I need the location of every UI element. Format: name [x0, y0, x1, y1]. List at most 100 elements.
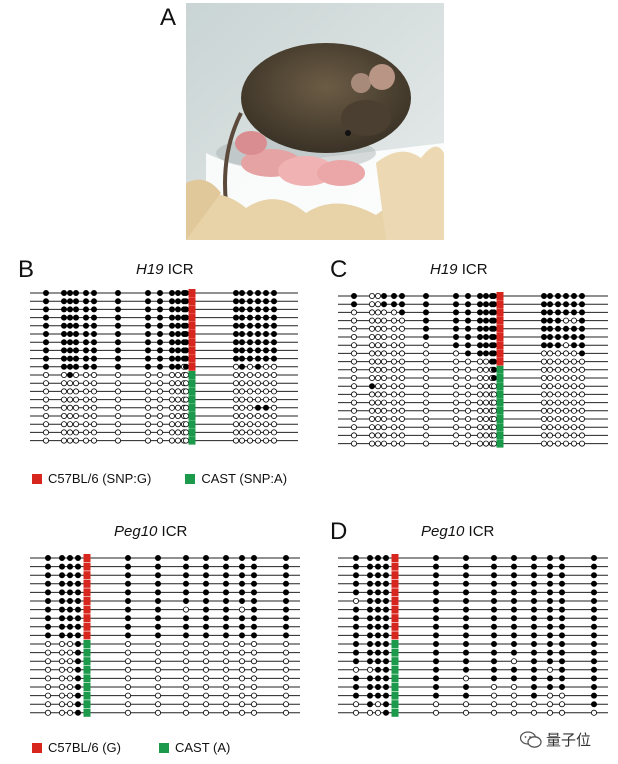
panel-b-cpg-methylated	[182, 355, 189, 362]
panel-c-cpg-unmethylated	[562, 358, 569, 365]
panel-c-cpg-unmethylated	[368, 293, 375, 299]
panel-c-snp-cast	[496, 431, 504, 440]
panel-d-cpg-methylated	[590, 675, 597, 682]
panel-b-cpg-unmethylated	[42, 429, 49, 436]
panel-peg10-left-cpg-unmethylated	[155, 649, 162, 656]
panel-peg10-left-cpg-methylated	[282, 615, 289, 622]
panel-peg10-left-cpg-unmethylated	[202, 658, 209, 665]
panel-b-snp-c57	[188, 305, 196, 314]
panel-c-cpg-unmethylated	[465, 366, 472, 373]
panel-d-cpg-methylated	[383, 701, 390, 708]
panel-c-cpg-unmethylated	[375, 350, 382, 357]
panel-b-cpg-methylated	[67, 298, 74, 305]
panel-b-cpg-methylated	[83, 306, 90, 313]
panel-peg10-left-cpg-unmethylated	[202, 692, 209, 699]
panel-b-cpg-methylated	[115, 331, 122, 338]
panel-b-cpg-unmethylated	[83, 429, 90, 436]
panel-b-cpg-unmethylated	[262, 396, 269, 403]
panel-b-cpg-methylated	[145, 322, 152, 329]
panel-peg10-left-cpg-unmethylated	[202, 675, 209, 682]
panel-d-methylation-plot	[338, 554, 608, 717]
panel-peg10-left-cpg-methylated	[58, 598, 65, 605]
cast-swatch-icon-2	[158, 742, 169, 753]
panel-c-cpg-unmethylated	[391, 309, 398, 316]
panel-b-cpg-unmethylated	[73, 396, 80, 403]
panel-b-cpg-methylated	[60, 314, 67, 321]
panel-b-cpg-unmethylated	[67, 429, 74, 436]
panel-d-cpg-methylated	[546, 649, 553, 656]
panel-c-cpg-methylated	[562, 293, 569, 299]
panel-peg10-left-cpg-methylated	[44, 580, 51, 587]
panel-b-cpg-unmethylated	[232, 437, 239, 444]
panel-b-cpg-methylated	[174, 298, 181, 305]
panel-b-cpg-unmethylated	[73, 437, 80, 444]
panel-b-cpg-unmethylated	[232, 421, 239, 428]
panel-peg10-left-cpg-methylated	[125, 589, 132, 596]
panel-b-cpg-methylated	[246, 331, 253, 338]
panel-peg10-left-cpg-unmethylated	[125, 641, 132, 648]
panel-c-cpg-unmethylated	[391, 334, 398, 341]
panel-peg10-left-cpg-unmethylated	[125, 666, 132, 673]
panel-b-cpg-methylated	[254, 355, 261, 362]
panel-b-cpg-methylated	[42, 339, 49, 346]
panel-b-legend: C57BL/6 (SNP:G) CAST (SNP:A)	[32, 472, 287, 485]
panel-c-cpg-unmethylated	[375, 383, 382, 390]
panel-d-cpg-methylated	[510, 615, 517, 622]
panel-d-cpg-methylated	[530, 683, 537, 690]
panel-d-cpg-methylated	[383, 641, 390, 648]
panel-peg10-left-cpg-methylated	[222, 563, 229, 570]
panel-b-cpg-unmethylated	[270, 372, 277, 379]
panel-peg10-left-cpg-unmethylated	[238, 666, 245, 673]
panel-d-cpg-methylated	[383, 563, 390, 570]
panel-c-cpg-unmethylated	[391, 358, 398, 365]
panel-c-cpg-methylated	[490, 293, 497, 299]
panel-peg10-left-cpg-unmethylated	[125, 683, 132, 690]
panel-d-cpg-methylated	[546, 589, 553, 596]
panel-peg10-left-cpg-methylated	[222, 632, 229, 639]
panel-b-cpg-unmethylated	[67, 388, 74, 395]
panel-d-cpg-methylated	[463, 606, 470, 613]
panel-peg10-left-cpg-methylated	[67, 563, 74, 570]
panel-c-cpg-methylated	[546, 342, 553, 349]
panel-c-cpg-unmethylated	[350, 309, 357, 316]
panel-b-cpg-unmethylated	[262, 429, 269, 436]
panel-b-cpg-unmethylated	[60, 404, 67, 411]
panel-d-cpg-unmethylated	[352, 598, 359, 605]
panel-b-cpg-methylated	[83, 298, 90, 305]
panel-c-cpg-unmethylated	[391, 399, 398, 406]
panel-peg10-left-cpg-methylated	[282, 598, 289, 605]
panel-b-cpg-methylated	[73, 363, 80, 370]
panel-c-snp-c57	[496, 324, 504, 333]
panel-c-cpg-unmethylated	[375, 416, 382, 423]
panel-b-cpg-methylated	[262, 355, 269, 362]
panel-d-cpg-methylated	[558, 666, 565, 673]
panel-b-cpg-unmethylated	[270, 413, 277, 420]
panel-d-cpg-methylated	[558, 623, 565, 630]
panel-b-cpg-methylated	[115, 322, 122, 329]
panel-c-cpg-unmethylated	[578, 407, 585, 414]
panel-b-cpg-methylated	[174, 339, 181, 346]
panel-peg10-left-cpg-methylated	[202, 615, 209, 622]
panel-b-cpg-methylated	[157, 306, 164, 313]
panel-d-cpg-methylated	[375, 606, 382, 613]
panel-peg10-left-snp-cast	[83, 674, 91, 683]
panel-c-cpg-methylated	[490, 301, 497, 308]
panel-d-cpg-methylated	[463, 683, 470, 690]
panel-c-cpg-unmethylated	[554, 440, 561, 447]
panel-b-cpg-methylated	[67, 290, 74, 296]
panel-c-cpg-unmethylated	[391, 432, 398, 439]
panel-c-cpg-unmethylated	[375, 424, 382, 431]
panel-b-cpg-unmethylated	[60, 396, 67, 403]
panel-b-cpg-methylated	[262, 322, 269, 329]
panel-c-cpg-unmethylated	[399, 424, 406, 431]
panel-c-cpg-methylated	[490, 334, 497, 341]
panel-peg10-left-cpg-unmethylated	[44, 649, 51, 656]
panel-peg10-left-cpg-methylated	[67, 623, 74, 630]
panel-d-snp-c57	[391, 614, 399, 623]
panel-c-cpg-unmethylated	[476, 391, 483, 398]
panel-c-cpg-unmethylated	[578, 424, 585, 431]
panel-d-cpg-methylated	[375, 666, 382, 673]
panel-peg10-left-cpg-unmethylated	[282, 658, 289, 665]
panel-c-cpg-unmethylated	[570, 358, 577, 365]
panel-b-cpg-unmethylated	[246, 437, 253, 444]
